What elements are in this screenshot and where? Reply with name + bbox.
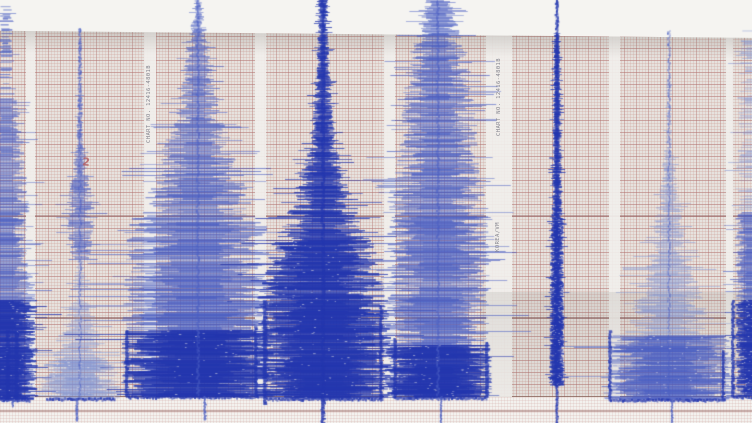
chart-number-label-2: CHART NO. 12416-4801B xyxy=(496,58,502,136)
chart-number-label-1: CHART NO. 12416-4801B xyxy=(146,65,152,143)
station-label: KOREA/VM xyxy=(495,222,501,252)
handwritten-mark: 2 xyxy=(81,155,91,169)
